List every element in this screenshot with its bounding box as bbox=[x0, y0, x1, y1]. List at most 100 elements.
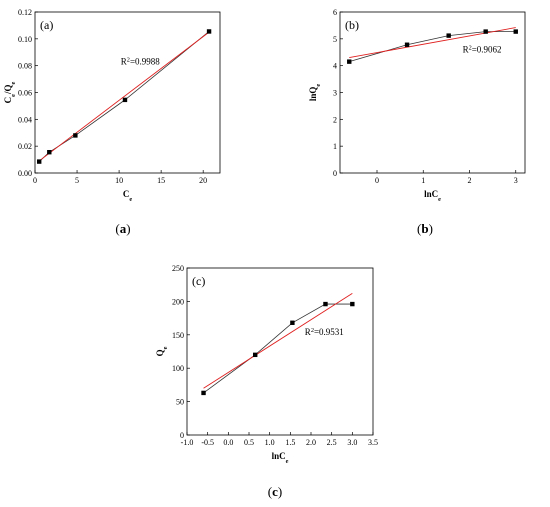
data-point bbox=[347, 59, 352, 64]
data-point bbox=[350, 301, 355, 307]
x-tick-label: 3.0 bbox=[347, 438, 357, 447]
x-tick-label: 20 bbox=[199, 176, 207, 185]
data-point bbox=[122, 97, 128, 103]
subscript: e bbox=[286, 458, 289, 465]
label-part: =0.9988 bbox=[130, 56, 160, 66]
y-tick-label: 0.00 bbox=[18, 169, 32, 178]
x-tick-label: 3 bbox=[514, 176, 518, 185]
data-point bbox=[47, 150, 52, 155]
panel-label: (b) bbox=[345, 18, 359, 32]
x-tick-label: 2.5 bbox=[327, 438, 337, 447]
data-point bbox=[253, 352, 258, 358]
label-part: lnC bbox=[272, 451, 286, 461]
y-tick-label: 200 bbox=[172, 297, 184, 306]
x-tick-label: 15 bbox=[157, 176, 165, 185]
x-tick-label: 3.5 bbox=[368, 438, 378, 447]
x-tick-label: 1.5 bbox=[285, 438, 295, 447]
y-tick-label: 0.12 bbox=[18, 8, 32, 17]
chart-panel-c: -1.0 -0.5 0.0 0.5 1.0 1.5 2.0 2.5 3.0 3.5 0 50 100 15… bbox=[155, 264, 378, 465]
y-axis-label: Ce/Qe bbox=[3, 81, 17, 103]
caption-open: ( bbox=[115, 221, 119, 236]
linear-fit-line bbox=[38, 31, 210, 162]
data-point bbox=[290, 320, 295, 325]
superscript: 2 bbox=[127, 56, 130, 63]
caption-open: ( bbox=[268, 484, 272, 499]
subscript: e bbox=[10, 94, 17, 97]
y-tick-label: 0 bbox=[333, 169, 337, 178]
figure-caption-c: (c) bbox=[268, 484, 282, 499]
x-tick-label: 2.0 bbox=[306, 438, 316, 447]
label-part: R bbox=[121, 56, 127, 66]
y-tick-label: 0 bbox=[180, 431, 184, 440]
label-part: Q bbox=[155, 349, 165, 356]
label-part: lnC bbox=[424, 189, 438, 199]
x-tick-label: 1.0 bbox=[265, 438, 275, 447]
y-tick-label: 5 bbox=[333, 35, 337, 44]
y-axis-label: lnQe bbox=[308, 84, 322, 102]
subscript: e bbox=[315, 84, 322, 87]
subscript: e bbox=[438, 196, 441, 203]
caption-close: ) bbox=[278, 484, 282, 499]
data-point bbox=[201, 390, 206, 396]
panel-label: (c) bbox=[192, 274, 205, 288]
y-tick-label: 0.04 bbox=[18, 115, 32, 124]
r-squared-annotation: R2=0.9988 bbox=[121, 56, 160, 67]
x-axis-label: lnCe bbox=[424, 189, 441, 203]
y-tick-label: 4 bbox=[333, 62, 337, 71]
y-tick-label: 250 bbox=[172, 264, 184, 273]
label-part: =0.9062 bbox=[472, 44, 502, 54]
data-connect-line bbox=[203, 303, 353, 394]
data-point bbox=[446, 33, 451, 38]
y-tick-label: 100 bbox=[172, 364, 184, 373]
figure-caption-b: (b) bbox=[417, 221, 433, 236]
data-point bbox=[483, 29, 488, 34]
x-tick-label: 0 bbox=[33, 176, 37, 185]
caption-close: ) bbox=[429, 221, 433, 236]
caption-close: ) bbox=[126, 221, 130, 236]
x-axis-label: lnCe bbox=[272, 451, 289, 465]
x-tick-label: 10 bbox=[115, 176, 123, 185]
linear-fit-line bbox=[203, 293, 353, 389]
panel-label: (a) bbox=[40, 18, 53, 32]
data-point bbox=[404, 42, 410, 47]
figure-caption-a: (a) bbox=[115, 221, 130, 236]
superscript: 2 bbox=[469, 44, 472, 51]
label-part: /Q bbox=[3, 84, 13, 95]
caption-open: ( bbox=[417, 221, 421, 236]
data-point bbox=[73, 133, 78, 138]
chart-panel-a: 0 5 10 15 20 0.00 0.02 0.04 0.06 0.08 0.10 0.12 (a) R… bbox=[3, 8, 221, 203]
label-part: =0.9531 bbox=[314, 327, 344, 337]
y-tick-label: 0.02 bbox=[18, 142, 32, 151]
subscript: e bbox=[129, 196, 132, 203]
x-tick-label: 5 bbox=[75, 176, 79, 185]
y-tick-label: 150 bbox=[172, 331, 184, 340]
y-tick-label: 6 bbox=[333, 8, 337, 17]
caption-letter: c bbox=[272, 484, 278, 499]
linear-fit-line bbox=[349, 27, 516, 59]
y-tick-label: 1 bbox=[333, 142, 337, 151]
data-point bbox=[37, 159, 42, 164]
data-point bbox=[206, 29, 212, 34]
label-part: R bbox=[305, 327, 311, 337]
x-tick-label: 0 bbox=[375, 176, 379, 185]
data-point bbox=[513, 29, 518, 34]
x-tick-label: -1.0 bbox=[181, 438, 194, 447]
subscript: e bbox=[10, 81, 17, 84]
y-tick-label: 2 bbox=[333, 115, 337, 124]
label-part: C bbox=[123, 189, 130, 199]
x-axis-label: Ce bbox=[123, 189, 133, 203]
x-tick-label: 1 bbox=[421, 176, 425, 185]
data-point bbox=[323, 301, 328, 307]
y-tick-label: 0.10 bbox=[18, 35, 32, 44]
caption-letter: a bbox=[120, 221, 127, 236]
subscript: e bbox=[162, 346, 169, 349]
r-squared-annotation: R2=0.9062 bbox=[463, 44, 502, 55]
y-tick-label: 0.06 bbox=[18, 89, 32, 98]
superscript: 2 bbox=[311, 326, 314, 333]
label-part: C bbox=[3, 97, 13, 104]
x-tick-label: 0.5 bbox=[244, 438, 254, 447]
label-part: lnQ bbox=[308, 87, 318, 102]
y-tick-label: 0.08 bbox=[18, 62, 32, 71]
